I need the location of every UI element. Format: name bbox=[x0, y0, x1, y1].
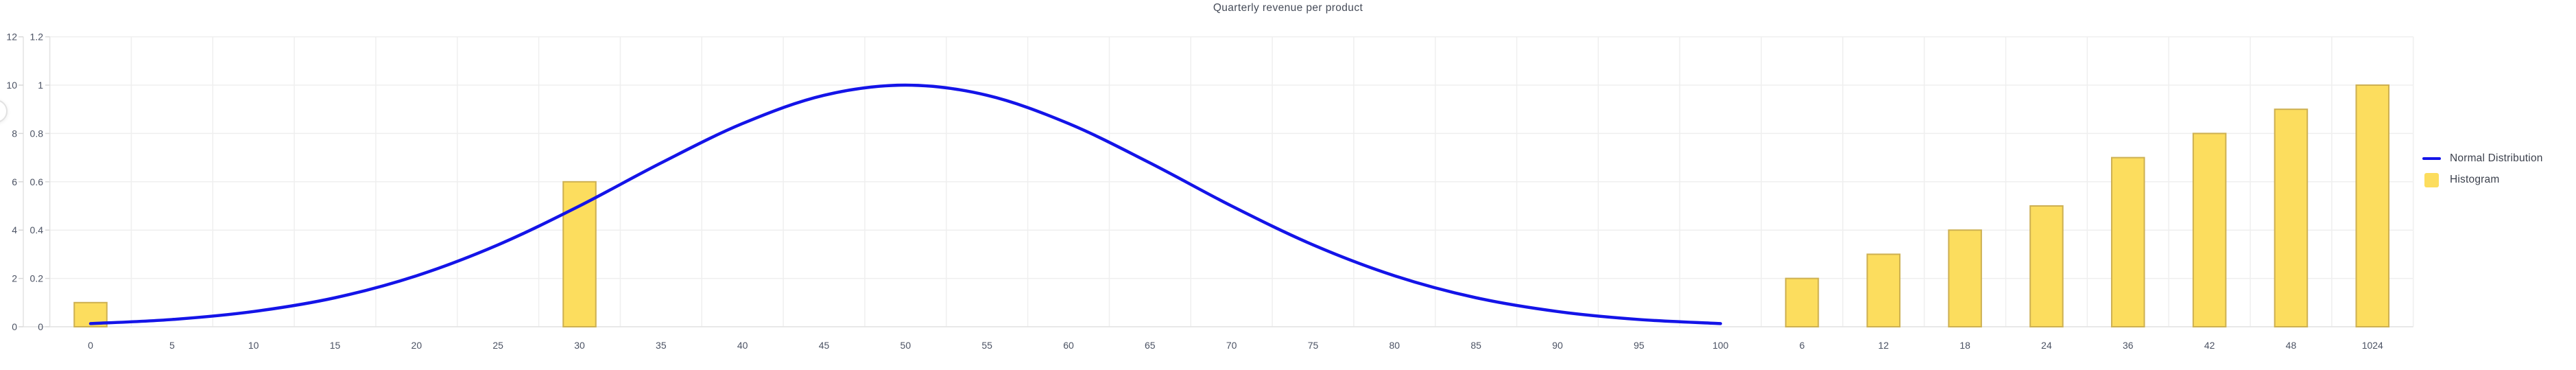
y-axis-outer-tick-label: 2 bbox=[12, 273, 17, 284]
legend-item-histogram[interactable]: Histogram bbox=[2422, 172, 2543, 188]
x-axis-tick-label: 40 bbox=[737, 340, 748, 351]
x-axis-tick-label: 0 bbox=[88, 340, 93, 351]
legend: Normal Distribution Histogram bbox=[2422, 150, 2543, 188]
legend-marker-slot bbox=[2422, 157, 2441, 160]
x-axis-tick-label: 1024 bbox=[2362, 340, 2383, 351]
chart-title: Quarterly revenue per product bbox=[1213, 2, 1363, 14]
x-axis-tick-label: 15 bbox=[330, 340, 341, 351]
y-axis-outer-tick-label: 12 bbox=[6, 32, 17, 43]
x-axis-tick-label: 48 bbox=[2286, 340, 2297, 351]
y-axis-inner-tick-label: 1 bbox=[38, 80, 43, 91]
x-axis-tick-label: 25 bbox=[492, 340, 503, 351]
y-axis-inner-tick-label: 0.6 bbox=[30, 176, 44, 187]
x-axis-tick-label: 5 bbox=[169, 340, 175, 351]
y-axis-inner-tick-label: 0 bbox=[38, 321, 43, 332]
y-axis-outer-tick-label: 6 bbox=[12, 176, 17, 187]
x-axis-tick-label: 90 bbox=[1552, 340, 1563, 351]
normal-distribution-line[interactable] bbox=[88, 83, 1722, 325]
y-axis-inner-tick-label: 0.8 bbox=[30, 128, 44, 139]
x-axis-tick-label: 6 bbox=[1800, 340, 1805, 351]
histogram-bar[interactable] bbox=[1866, 253, 1901, 327]
x-axis-tick-label: 30 bbox=[574, 340, 585, 351]
y-axis-inner-tick-label: 0.4 bbox=[30, 224, 44, 235]
legend-label-normal-distribution: Normal Distribution bbox=[2450, 152, 2543, 164]
histogram-bar[interactable] bbox=[2274, 108, 2309, 327]
x-axis-tick-label: 55 bbox=[981, 340, 992, 351]
x-axis-tick-label: 65 bbox=[1145, 340, 1156, 351]
legend-marker-slot bbox=[2422, 172, 2441, 187]
x-axis-tick-label: 50 bbox=[901, 340, 911, 351]
legend-item-normal-distribution[interactable]: Normal Distribution bbox=[2422, 150, 2543, 167]
y-axis-outer-tick-label: 10 bbox=[6, 80, 17, 91]
x-axis-tick-label: 100 bbox=[1713, 340, 1729, 351]
x-axis-tick-label: 70 bbox=[1226, 340, 1237, 351]
histogram-bar[interactable] bbox=[2192, 132, 2227, 327]
histogram-bar[interactable] bbox=[562, 181, 597, 327]
x-axis-tick-label: 12 bbox=[1879, 340, 1889, 351]
x-axis-tick-label: 36 bbox=[2123, 340, 2134, 351]
x-axis-tick-label: 24 bbox=[2041, 340, 2052, 351]
histogram-bar[interactable] bbox=[1948, 229, 1982, 328]
x-axis-tick-label: 60 bbox=[1063, 340, 1074, 351]
y-axis-outer-tick-label: 0 bbox=[12, 321, 17, 332]
line-series-marker-icon bbox=[2422, 157, 2441, 160]
y-axis-inner-tick-label: 1.2 bbox=[30, 32, 44, 43]
bar-series-marker-icon bbox=[2424, 172, 2439, 187]
x-axis-tick-label: 42 bbox=[2204, 340, 2215, 351]
histogram-bar[interactable] bbox=[2111, 157, 2145, 327]
x-axis-tick-label: 10 bbox=[248, 340, 259, 351]
x-axis-tick-label: 85 bbox=[1470, 340, 1481, 351]
x-axis-tick-label: 20 bbox=[412, 340, 422, 351]
x-axis-tick-label: 45 bbox=[819, 340, 830, 351]
histogram-bar[interactable] bbox=[1785, 277, 1820, 328]
x-axis-tick-label: 80 bbox=[1390, 340, 1400, 351]
x-axis-tick-label: 95 bbox=[1634, 340, 1645, 351]
legend-label-histogram: Histogram bbox=[2450, 174, 2500, 185]
histogram-bar[interactable] bbox=[2355, 84, 2390, 327]
y-axis-inner-tick-label: 0.2 bbox=[30, 273, 44, 284]
x-axis-tick-label: 18 bbox=[1959, 340, 1970, 351]
histogram-bar[interactable] bbox=[2029, 205, 2064, 327]
y-axis-outer-tick-label: 8 bbox=[12, 128, 17, 139]
x-axis-tick-label: 35 bbox=[656, 340, 667, 351]
x-axis-tick-label: 75 bbox=[1308, 340, 1319, 351]
y-axis-outer-tick-label: 4 bbox=[12, 224, 17, 235]
